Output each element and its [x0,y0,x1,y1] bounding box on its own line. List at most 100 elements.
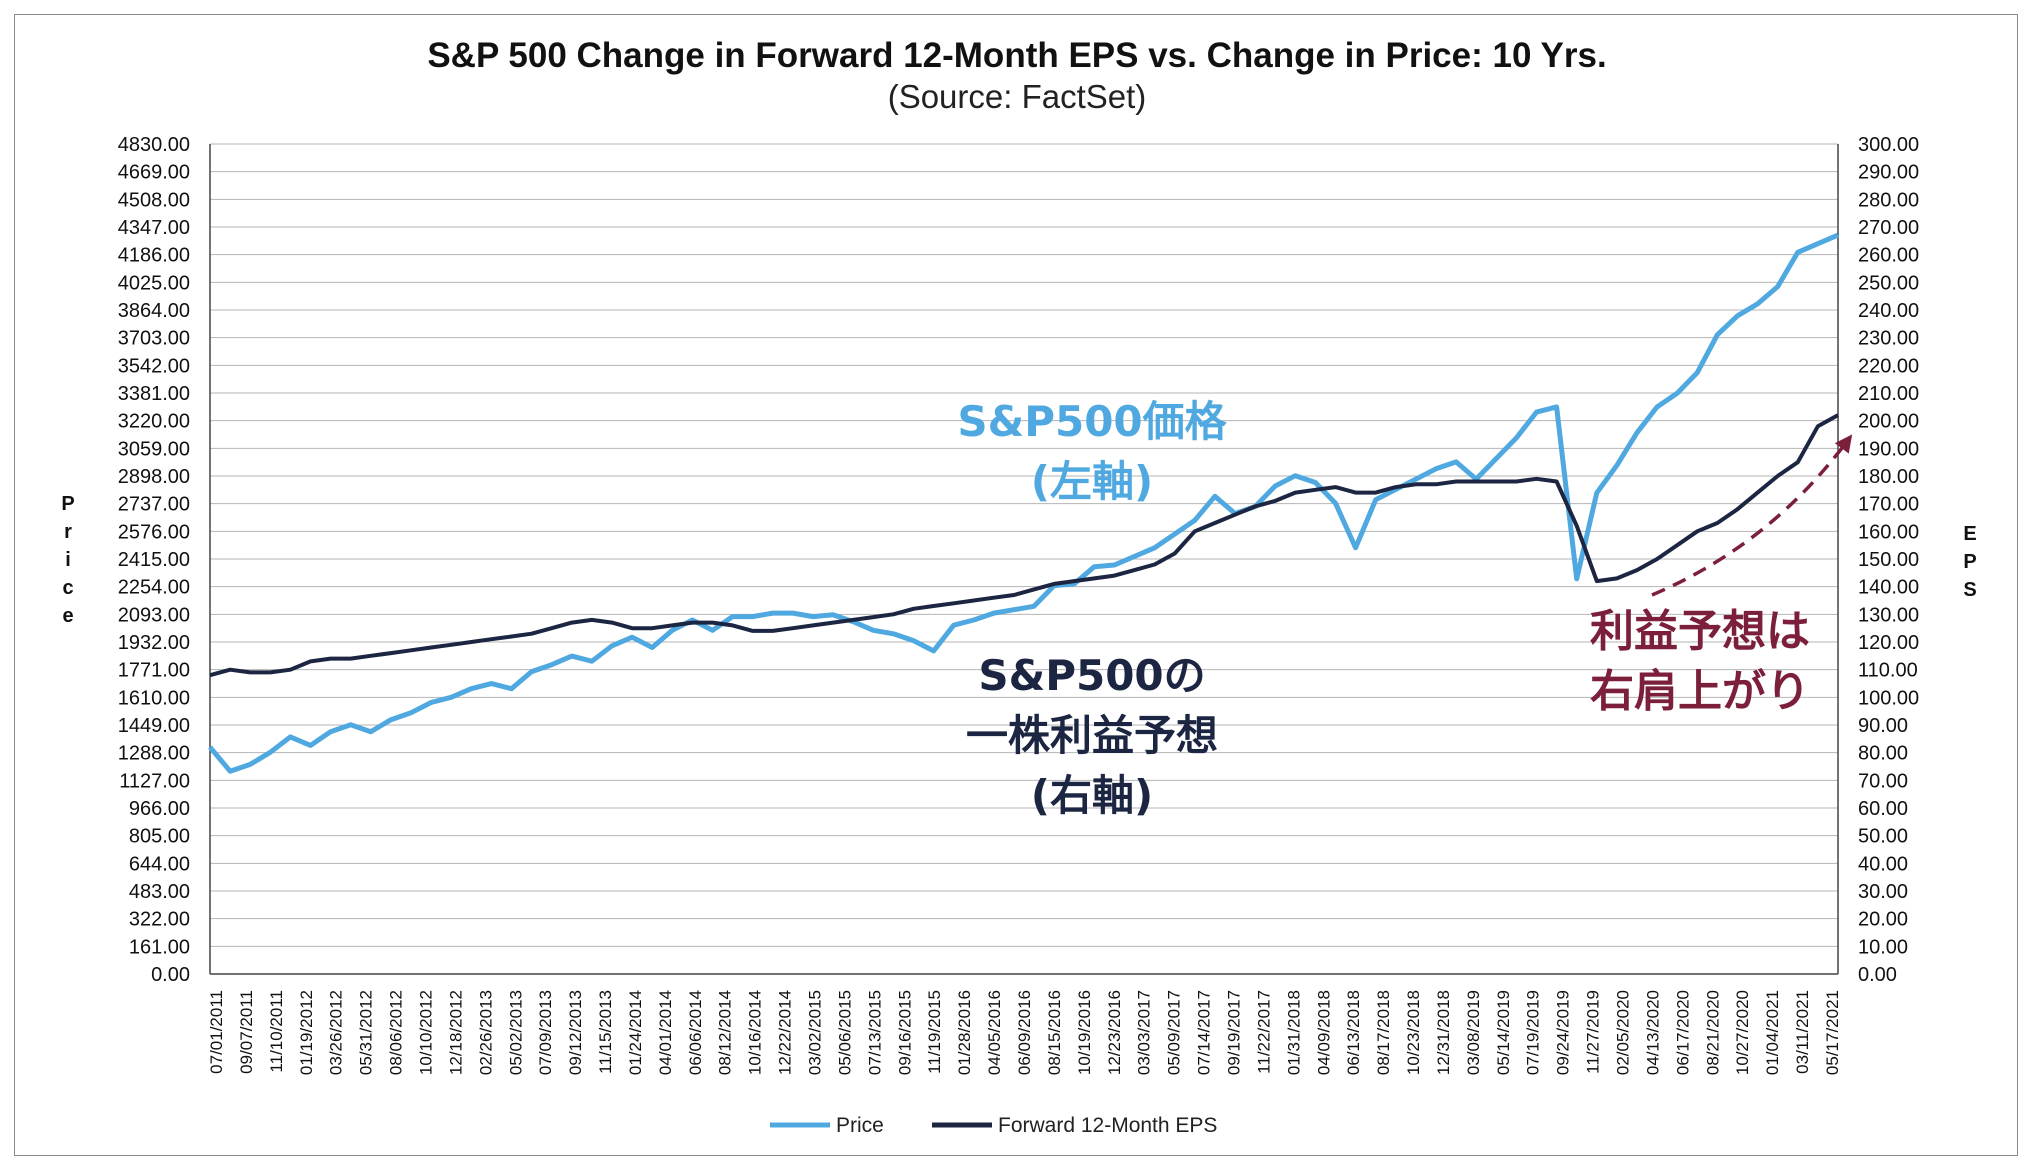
right-tick-label: 250.00 [1858,272,1919,294]
trend-annotation-line1: 利益予想は [1590,606,1810,657]
left-tick-label: 1771.00 [118,660,190,682]
chart-title: S&P 500 Change in Forward 12-Month EPS v… [427,36,1606,75]
x-tick-label: 08/15/2016 [1045,990,1064,1075]
x-tick-label: 02/05/2020 [1614,990,1633,1075]
x-tick-label: 05/31/2012 [357,990,376,1075]
right-tick-label: 100.00 [1858,687,1919,709]
left-tick-label: 1449.00 [118,715,190,737]
x-axis-ticks: 07/01/2011 09/07/2011 11/10/2011 01/19/2012… [207,990,1842,1075]
right-tick-label: 10.00 [1858,936,1908,958]
left-tick-label: 1127.00 [119,770,190,792]
x-tick-label: 11/27/2019 [1584,990,1603,1074]
eps-annotation-title: S&P500の [978,651,1205,700]
legend: Price Forward 12-Month EPS [770,1114,1217,1137]
x-tick-label: 05/06/2015 [835,990,854,1075]
x-tick-label: 09/19/2017 [1224,990,1243,1075]
x-tick-label: 04/09/2018 [1314,990,1333,1075]
right-tick-label: 160.00 [1858,521,1919,543]
x-tick-label: 05/02/2013 [506,990,525,1075]
left-tick-label: 2254.00 [118,577,190,599]
right-tick-label: 300.00 [1858,134,1919,156]
left-axis-label-letter: r [64,521,72,543]
chart-frame [14,14,2018,1156]
x-tick-label: 06/09/2016 [1015,990,1034,1075]
right-tick-label: 260.00 [1858,245,1919,267]
x-tick-label: 08/21/2020 [1703,990,1722,1075]
left-tick-label: 322.00 [129,909,190,931]
right-tick-label: 190.00 [1858,438,1919,460]
left-tick-label: 4830.00 [118,134,190,156]
left-tick-label: 2576.00 [118,521,190,543]
left-tick-label: 805.00 [129,826,190,848]
eps-annotation-subtitle: 一株利益予想 [966,711,1218,760]
left-tick-label: 3381.00 [118,383,190,405]
x-tick-label: 01/28/2016 [955,990,974,1075]
right-tick-label: 240.00 [1858,300,1919,322]
right-tick-label: 40.00 [1858,853,1908,875]
x-tick-label: 03/02/2015 [806,990,825,1075]
trend-arrow [1651,434,1853,597]
x-tick-label: 10/19/2016 [1075,990,1094,1075]
left-tick-label: 2415.00 [118,549,190,571]
left-tick-label: 3220.00 [118,411,190,433]
x-tick-label: 07/09/2013 [536,990,555,1075]
right-tick-label: 180.00 [1858,466,1919,488]
x-tick-label: 11/22/2017 [1254,990,1273,1074]
x-tick-label: 02/26/2013 [476,990,495,1075]
left-axis-label-letter: e [62,605,73,627]
x-tick-label: 06/06/2014 [686,990,705,1075]
left-axis-label-letter: c [62,577,73,599]
right-tick-label: 110.00 [1858,660,1918,682]
right-tick-label: 120.00 [1858,632,1919,654]
x-tick-label: 05/14/2019 [1494,990,1513,1075]
x-tick-label: 12/18/2012 [446,990,465,1075]
right-tick-label: 170.00 [1858,494,1919,516]
x-tick-label: 10/16/2014 [746,990,765,1075]
right-axis-ticks: 0.00 10.00 20.00 30.00 40.00 50.00 60.00 70.00 8… [1858,134,1919,986]
right-tick-label: 280.00 [1858,189,1919,211]
left-axis-label: Price [61,493,74,627]
x-tick-label: 08/17/2018 [1374,990,1393,1075]
x-tick-label: 09/07/2011 [237,990,256,1074]
left-tick-label: 2737.00 [118,494,190,516]
x-tick-label: 09/16/2015 [895,990,914,1075]
x-tick-label: 10/27/2020 [1733,990,1752,1075]
x-tick-label: 03/26/2012 [327,990,346,1075]
left-tick-label: 0.00 [151,964,190,986]
eps-series-line [209,413,1839,678]
price-annotation-title: S&P500価格 [957,397,1227,446]
x-tick-label: 09/12/2013 [566,990,585,1075]
x-tick-label: 07/13/2015 [865,990,884,1075]
right-axis-label-letter: E [1963,523,1976,545]
left-tick-label: 3703.00 [118,328,190,350]
x-tick-label: 05/17/2021 [1823,990,1842,1075]
left-tick-label: 644.00 [129,853,190,875]
right-tick-label: 290.00 [1858,162,1919,184]
gridlines [209,143,1839,975]
left-tick-label: 3864.00 [118,300,190,322]
x-tick-label: 12/23/2016 [1105,990,1124,1075]
x-tick-label: 10/10/2012 [416,990,435,1075]
legend-price-label: Price [836,1114,884,1137]
x-tick-label: 09/24/2019 [1554,990,1573,1075]
trend-annotation-line2: 右肩上がり [1590,666,1810,717]
x-tick-label: 06/13/2018 [1344,990,1363,1075]
right-tick-label: 270.00 [1858,217,1919,239]
price-series-line [208,232,1839,774]
x-tick-label: 10/23/2018 [1404,990,1423,1075]
left-tick-label: 3542.00 [118,355,190,377]
right-tick-label: 70.00 [1858,770,1908,792]
right-tick-label: 130.00 [1858,604,1919,626]
left-tick-label: 483.00 [129,881,190,903]
right-tick-label: 80.00 [1858,743,1908,765]
x-tick-label: 03/03/2017 [1135,990,1154,1075]
chart-subtitle: (Source: FactSet) [888,78,1147,115]
left-axis-label-letter: P [61,493,74,515]
right-tick-label: 150.00 [1858,549,1919,571]
left-tick-label: 1288.00 [118,743,190,765]
left-tick-label: 2898.00 [118,466,190,488]
left-tick-label: 4347.00 [118,217,190,239]
right-tick-label: 60.00 [1858,798,1908,820]
x-tick-label: 11/10/2011 [267,990,286,1073]
x-tick-label: 01/24/2014 [626,990,645,1075]
